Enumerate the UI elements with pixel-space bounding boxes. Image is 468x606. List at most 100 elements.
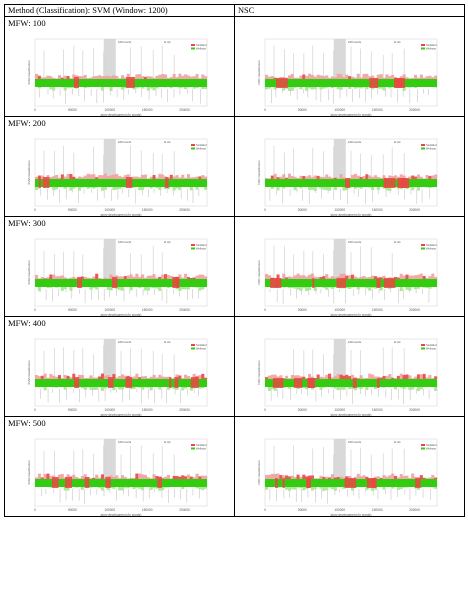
stoddard-area	[431, 378, 435, 379]
stoddard-area	[161, 376, 165, 379]
stoddard-area	[322, 276, 326, 279]
stoddard-area	[204, 76, 208, 79]
wellman-area	[169, 87, 173, 89]
wellman-area	[198, 387, 202, 389]
wellman-area	[118, 487, 122, 491]
stoddard-area	[184, 273, 188, 279]
stoddard-area	[293, 176, 297, 179]
wellman-area	[382, 487, 386, 490]
wellman-area	[411, 387, 415, 390]
wellman-area	[158, 187, 162, 190]
wellman-area	[336, 87, 340, 90]
stoddard-area	[379, 74, 383, 79]
wellman-area	[189, 187, 193, 191]
stoddard-block	[384, 178, 396, 188]
stoddard-area	[414, 176, 418, 179]
wellman-area	[353, 87, 357, 89]
wellman-area	[186, 287, 190, 290]
wellman-area	[282, 87, 286, 91]
wellman-area	[290, 87, 294, 91]
legend-label-wellman: Wellman	[426, 347, 437, 351]
window-highlight	[333, 239, 346, 281]
stoddard-area	[305, 276, 309, 279]
stoddard-area	[123, 375, 127, 379]
wellman-area	[325, 87, 329, 88]
column-header-svm: Method (Classification): SVM (Window: 12…	[4, 4, 235, 17]
stoddard-area	[184, 476, 188, 479]
wellman-area	[100, 487, 104, 491]
stoddard-area	[408, 176, 412, 179]
wellman-area	[166, 287, 170, 288]
stoddard-area	[135, 473, 139, 479]
annotation-label: 11 tok	[164, 40, 172, 44]
stoddard-area	[112, 174, 116, 179]
stoddard-area	[434, 376, 438, 379]
x-tick-label: 50000	[68, 308, 77, 312]
stoddard-area	[89, 375, 93, 379]
wellman-area	[152, 87, 156, 91]
stoddard-area	[368, 76, 372, 79]
wellman-area	[396, 487, 400, 490]
table-cell-nsc-500: 1200 words 11 tok Stoddard Wellman 0 50000 100…	[234, 416, 465, 517]
stoddard-area	[353, 173, 357, 179]
wellman-area	[121, 487, 125, 491]
wellman-area	[155, 187, 159, 189]
stoddard-area	[356, 473, 360, 479]
x-tick-label: 50000	[68, 208, 77, 212]
wellman-area	[305, 87, 309, 91]
stoddard-area	[345, 374, 349, 379]
stoddard-area	[169, 174, 173, 179]
stoddard-area	[416, 274, 420, 279]
stoddard-area	[204, 276, 208, 279]
stoddard-area	[373, 376, 377, 379]
stoddard-block	[51, 477, 59, 488]
stoddard-area	[198, 274, 202, 279]
stoddard-area	[328, 477, 332, 479]
legend-label-wellman: Wellman	[196, 247, 207, 251]
stoddard-area	[166, 376, 170, 379]
stoddard-area	[425, 76, 429, 79]
legend-swatch-stoddard	[191, 44, 195, 46]
stoddard-area	[66, 375, 70, 379]
stoddard-area	[166, 275, 170, 279]
stoddard-area	[419, 475, 423, 479]
stoddard-area	[299, 376, 303, 379]
stoddard-area	[123, 477, 127, 479]
wellman-area	[305, 387, 309, 390]
stoddard-area	[92, 174, 96, 179]
stoddard-area	[106, 278, 110, 279]
stoddard-area	[83, 377, 87, 379]
window-highlight	[333, 339, 346, 381]
stoddard-area	[287, 378, 291, 379]
wellman-area	[35, 187, 39, 190]
table-cell-nsc-200: 1200 words 11 tok Stoddard Wellman 0 50000 100…	[234, 116, 465, 217]
stoddard-area	[135, 373, 139, 379]
annotation-label: 1200 words	[348, 440, 362, 444]
legend-label-stoddard: Stoddard	[426, 43, 437, 47]
stoddard-area	[405, 274, 409, 279]
stoddard-area	[428, 175, 432, 179]
stoddard-area	[164, 376, 168, 379]
stoddard-area	[95, 377, 99, 379]
stoddard-area	[273, 473, 277, 479]
stoddard-area	[313, 478, 317, 479]
stoddard-area	[189, 476, 193, 479]
wellman-area	[313, 387, 317, 388]
wellman-area	[287, 287, 291, 289]
stoddard-block	[174, 377, 179, 388]
stoddard-area	[138, 276, 142, 279]
stoddard-area	[186, 174, 190, 179]
x-axis-label: story development (in words)	[101, 413, 142, 416]
stoddard-area	[46, 473, 50, 479]
stoddard-area	[66, 174, 70, 179]
stoddard-block	[172, 277, 180, 288]
table-cell-nsc-100: 1200 words 11 tok Stoddard Wellman 0 50000 100…	[234, 16, 465, 117]
stoddard-area	[181, 174, 185, 179]
stoddard-area	[379, 477, 383, 479]
stoddard-area	[339, 174, 343, 179]
stoddard-area	[158, 74, 162, 79]
stoddard-area	[270, 473, 274, 479]
stoddard-area	[273, 77, 277, 79]
wellman-area	[98, 487, 102, 489]
